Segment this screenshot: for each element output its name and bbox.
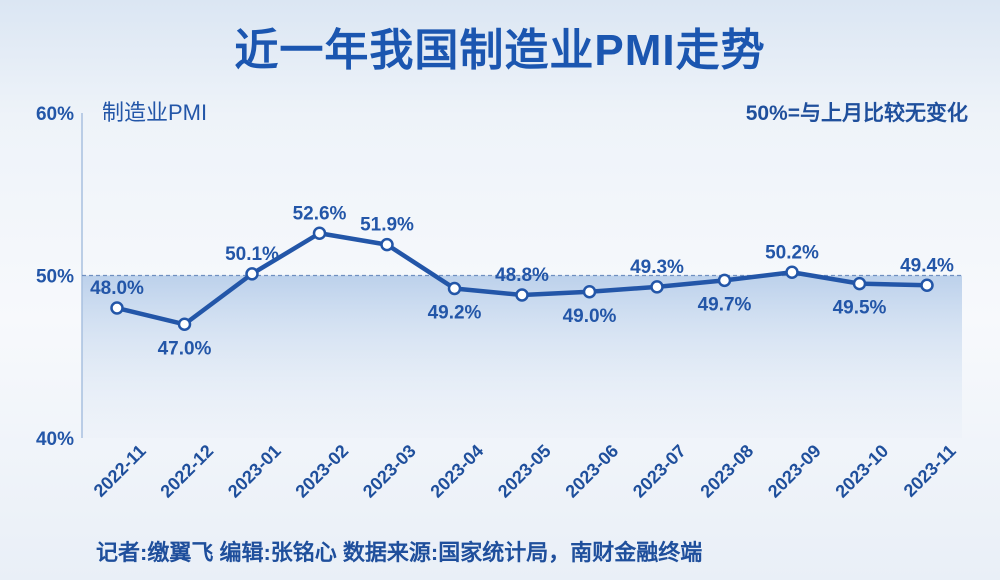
data-label: 49.3% [630,257,684,278]
y-ticks: 40% 50% 60% [36,104,74,450]
below-threshold-area [82,275,962,438]
data-point [785,265,799,279]
data-point [852,276,867,291]
data-label: 47.0% [158,338,212,359]
data-label: 49.4% [900,255,954,276]
chart-title: 近一年我国制造业PMI走势 [234,26,766,75]
data-point [245,267,259,281]
data-label: 48.8% [495,265,549,286]
x-tick-label: 2023-07 [629,441,690,502]
data-points [110,226,934,331]
note-text: 50%=与上月比较无变化 [746,101,968,125]
x-tick-label: 2023-05 [494,441,555,502]
x-tick-label: 2023-11 [900,441,960,501]
data-point [177,317,192,331]
data-point [110,301,124,315]
data-label: 48.0% [90,278,144,299]
data-label: 51.9% [360,215,414,236]
data-point [447,281,462,296]
data-label: 52.6% [293,203,347,224]
x-ticks: 2022-11 2022-12 2023-01 2023-02 2023-03 2023-… [90,441,960,502]
data-label: 49.7% [698,294,752,315]
x-tick-label: 2023-09 [764,441,825,502]
data-point [515,288,529,302]
x-tick-label: 2023-03 [359,441,420,502]
footer-credits: 记者:缴翼飞 编辑:张铭心 数据来源:国家统计局，南财金融终端 [96,540,703,565]
y-tick-label: 50% [36,267,74,288]
x-tick-label: 2022-12 [156,441,217,502]
data-label: 49.5% [833,298,887,319]
data-point [312,226,327,240]
series-label: 制造业PMI [102,100,207,125]
x-tick-label: 2023-01 [224,441,285,502]
x-tick-label: 2023-02 [291,441,352,502]
data-label: 49.2% [428,303,482,324]
data-label: 50.2% [765,242,819,263]
x-tick-label: 2023-08 [696,441,757,502]
x-tick-label: 2023-06 [561,441,622,502]
x-tick-label: 2022-11 [90,441,150,501]
y-tick-label: 40% [36,429,74,450]
data-point [920,278,934,292]
data-labels: 48.0% 47.0% 50.1% 52.6% 51.9% 49.2% 48.8% 49.0%… [90,203,954,359]
data-point [582,285,597,299]
y-tick-label: 60% [36,104,74,125]
x-tick-label: 2023-10 [831,441,892,502]
data-label: 49.0% [563,306,617,327]
x-tick-label: 2023-04 [426,441,487,502]
data-label: 50.1% [225,244,279,265]
data-point [717,273,732,288]
data-point [650,280,664,294]
data-point [380,237,394,252]
